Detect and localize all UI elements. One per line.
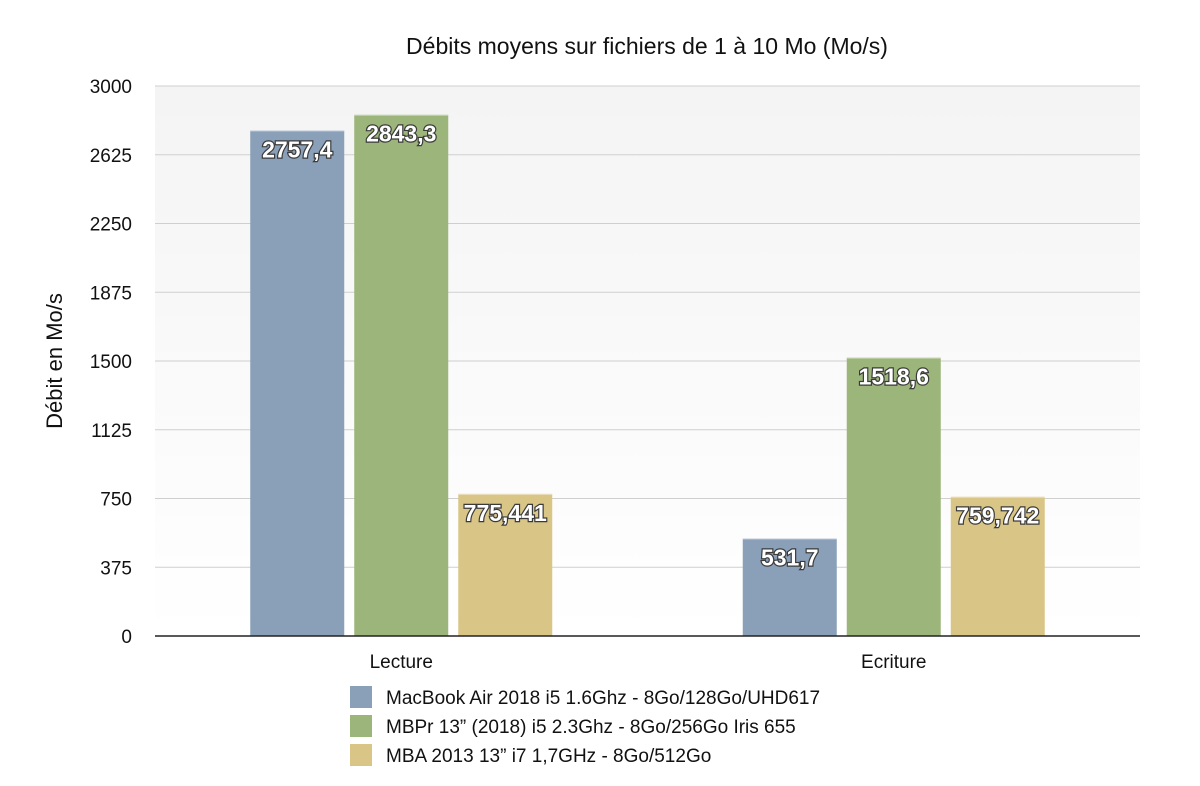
y-tick-label: 375 — [100, 558, 132, 579]
y-tick-label: 3000 — [90, 77, 132, 98]
bars — [250, 114, 1045, 636]
y-tick-label: 1875 — [90, 283, 132, 304]
data-labels: 2757,4 2843,3 775,441 531,7 1518,6 759,742 — [261, 120, 1041, 572]
x-category-label: Lecture — [370, 652, 433, 673]
y-tick-label: 750 — [100, 490, 132, 511]
category-labels: Lecture Ecriture — [370, 652, 927, 673]
bar — [250, 130, 345, 636]
bar-value-label: 2843,3 — [366, 121, 436, 147]
bar-value-label: 775,441 — [464, 500, 547, 526]
bar-value-label: 531,7 — [761, 545, 819, 571]
bar — [846, 357, 941, 636]
bar — [950, 496, 1045, 636]
legend-swatch — [350, 744, 372, 766]
legend-label: MacBook Air 2018 i5 1.6Ghz - 8Go/128Go/U… — [386, 688, 820, 709]
bar-value-label: 2757,4 — [262, 136, 333, 162]
legend-swatch — [350, 715, 372, 737]
chart-title: Débits moyens sur fichiers de 1 à 10 Mo … — [406, 33, 888, 59]
legend-label: MBA 2013 13” i7 1,7GHz - 8Go/512Go — [386, 746, 711, 767]
legend-swatch — [350, 686, 372, 708]
bar — [742, 538, 837, 636]
y-tick-label: 1500 — [90, 352, 132, 373]
y-tick-labels: 0 375 750 1125 1500 1875 2250 2625 3000 — [90, 77, 132, 648]
bar — [354, 114, 449, 636]
x-category-label: Ecriture — [861, 652, 926, 673]
y-tick-label: 1125 — [91, 421, 132, 442]
y-axis-label: Débit en Mo/s — [42, 293, 67, 429]
bar-value-label: 1518,6 — [859, 364, 929, 390]
legend: MacBook Air 2018 i5 1.6Ghz - 8Go/128Go/U… — [350, 686, 820, 767]
bar — [458, 493, 553, 636]
bar-value-label: 759,742 — [956, 503, 1039, 529]
legend-label: MBPr 13” (2018) i5 2.3Ghz - 8Go/256Go Ir… — [386, 717, 796, 738]
y-tick-label: 2250 — [90, 215, 132, 236]
y-tick-label: 2625 — [90, 146, 132, 167]
y-tick-label: 0 — [121, 627, 132, 648]
